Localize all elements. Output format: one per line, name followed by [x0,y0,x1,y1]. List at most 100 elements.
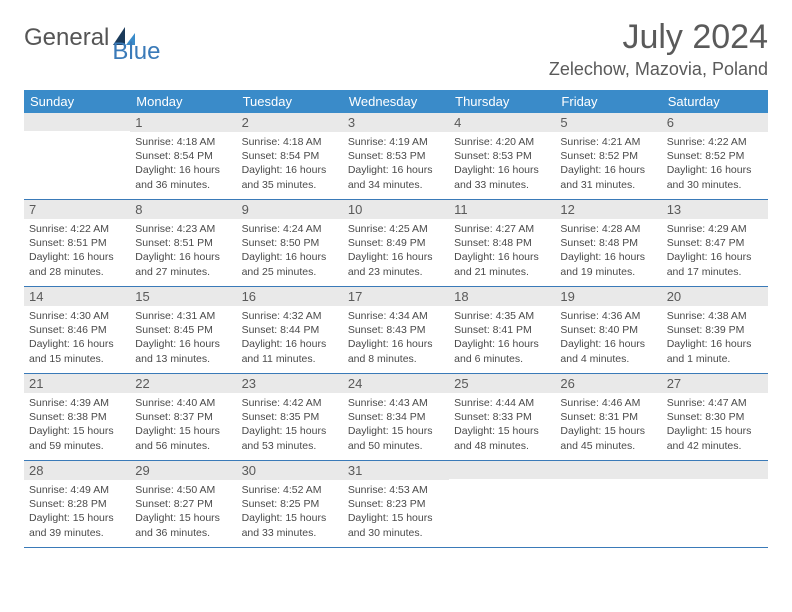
day-cell: 29Sunrise: 4:50 AMSunset: 8:27 PMDayligh… [130,461,236,547]
sunset-text: Sunset: 8:30 PM [667,410,763,424]
daylight-text: Daylight: 16 hours and 31 minutes. [560,163,656,191]
dayhead-saturday: Saturday [662,90,768,113]
day-content: Sunrise: 4:19 AMSunset: 8:53 PMDaylight:… [343,132,449,197]
daylight-text: Daylight: 16 hours and 4 minutes. [560,337,656,365]
day-cell: 25Sunrise: 4:44 AMSunset: 8:33 PMDayligh… [449,374,555,460]
day-content: Sunrise: 4:22 AMSunset: 8:52 PMDaylight:… [662,132,768,197]
day-content [662,479,768,487]
day-content: Sunrise: 4:44 AMSunset: 8:33 PMDaylight:… [449,393,555,458]
day-content: Sunrise: 4:36 AMSunset: 8:40 PMDaylight:… [555,306,661,371]
day-content: Sunrise: 4:18 AMSunset: 8:54 PMDaylight:… [130,132,236,197]
sunset-text: Sunset: 8:53 PM [348,149,444,163]
sunset-text: Sunset: 8:33 PM [454,410,550,424]
day-number: 15 [130,287,236,306]
sunrise-text: Sunrise: 4:42 AM [242,396,338,410]
sunset-text: Sunset: 8:28 PM [29,497,125,511]
daylight-text: Daylight: 15 hours and 30 minutes. [348,511,444,539]
day-content: Sunrise: 4:50 AMSunset: 8:27 PMDaylight:… [130,480,236,545]
day-content [449,479,555,487]
daylight-text: Daylight: 16 hours and 15 minutes. [29,337,125,365]
day-number: 25 [449,374,555,393]
daylight-text: Daylight: 16 hours and 23 minutes. [348,250,444,278]
day-number: 27 [662,374,768,393]
day-content [555,479,661,487]
daylight-text: Daylight: 16 hours and 28 minutes. [29,250,125,278]
daylight-text: Daylight: 16 hours and 27 minutes. [135,250,231,278]
calendar: Sunday Monday Tuesday Wednesday Thursday… [24,90,768,548]
daylight-text: Daylight: 16 hours and 8 minutes. [348,337,444,365]
day-cell: 3Sunrise: 4:19 AMSunset: 8:53 PMDaylight… [343,113,449,199]
daylight-text: Daylight: 16 hours and 11 minutes. [242,337,338,365]
daylight-text: Daylight: 15 hours and 36 minutes. [135,511,231,539]
day-cell: 19Sunrise: 4:36 AMSunset: 8:40 PMDayligh… [555,287,661,373]
daylight-text: Daylight: 16 hours and 21 minutes. [454,250,550,278]
day-cell: 21Sunrise: 4:39 AMSunset: 8:38 PMDayligh… [24,374,130,460]
sunset-text: Sunset: 8:23 PM [348,497,444,511]
day-cell: 27Sunrise: 4:47 AMSunset: 8:30 PMDayligh… [662,374,768,460]
daylight-text: Daylight: 16 hours and 30 minutes. [667,163,763,191]
sunset-text: Sunset: 8:27 PM [135,497,231,511]
day-cell: 31Sunrise: 4:53 AMSunset: 8:23 PMDayligh… [343,461,449,547]
day-cell: 15Sunrise: 4:31 AMSunset: 8:45 PMDayligh… [130,287,236,373]
sunrise-text: Sunrise: 4:53 AM [348,483,444,497]
sunrise-text: Sunrise: 4:44 AM [454,396,550,410]
sunset-text: Sunset: 8:47 PM [667,236,763,250]
day-content: Sunrise: 4:24 AMSunset: 8:50 PMDaylight:… [237,219,343,284]
day-cell: 4Sunrise: 4:20 AMSunset: 8:53 PMDaylight… [449,113,555,199]
day-number: 4 [449,113,555,132]
day-content: Sunrise: 4:34 AMSunset: 8:43 PMDaylight:… [343,306,449,371]
sunrise-text: Sunrise: 4:52 AM [242,483,338,497]
logo: General Blue [24,24,186,52]
sunset-text: Sunset: 8:45 PM [135,323,231,337]
sunset-text: Sunset: 8:46 PM [29,323,125,337]
daylight-text: Daylight: 16 hours and 34 minutes. [348,163,444,191]
sunset-text: Sunset: 8:35 PM [242,410,338,424]
sunset-text: Sunset: 8:43 PM [348,323,444,337]
day-number: 7 [24,200,130,219]
day-header-row: Sunday Monday Tuesday Wednesday Thursday… [24,90,768,113]
sunset-text: Sunset: 8:54 PM [242,149,338,163]
sunset-text: Sunset: 8:48 PM [560,236,656,250]
day-cell: 10Sunrise: 4:25 AMSunset: 8:49 PMDayligh… [343,200,449,286]
sunset-text: Sunset: 8:52 PM [667,149,763,163]
day-cell: 16Sunrise: 4:32 AMSunset: 8:44 PMDayligh… [237,287,343,373]
day-content: Sunrise: 4:47 AMSunset: 8:30 PMDaylight:… [662,393,768,458]
sunrise-text: Sunrise: 4:49 AM [29,483,125,497]
sunset-text: Sunset: 8:31 PM [560,410,656,424]
day-content: Sunrise: 4:32 AMSunset: 8:44 PMDaylight:… [237,306,343,371]
day-content: Sunrise: 4:23 AMSunset: 8:51 PMDaylight:… [130,219,236,284]
sunrise-text: Sunrise: 4:30 AM [29,309,125,323]
day-number: 1 [130,113,236,132]
sunset-text: Sunset: 8:25 PM [242,497,338,511]
sunrise-text: Sunrise: 4:23 AM [135,222,231,236]
logo-text-blue: Blue [112,38,160,66]
sunset-text: Sunset: 8:52 PM [560,149,656,163]
day-number: 11 [449,200,555,219]
daylight-text: Daylight: 16 hours and 36 minutes. [135,163,231,191]
day-number: 26 [555,374,661,393]
day-number [662,461,768,479]
day-number: 16 [237,287,343,306]
sunset-text: Sunset: 8:37 PM [135,410,231,424]
day-cell: 12Sunrise: 4:28 AMSunset: 8:48 PMDayligh… [555,200,661,286]
day-cell: 14Sunrise: 4:30 AMSunset: 8:46 PMDayligh… [24,287,130,373]
day-cell: 2Sunrise: 4:18 AMSunset: 8:54 PMDaylight… [237,113,343,199]
month-title: July 2024 [549,18,768,57]
sunrise-text: Sunrise: 4:27 AM [454,222,550,236]
sunset-text: Sunset: 8:44 PM [242,323,338,337]
day-number: 12 [555,200,661,219]
day-number: 9 [237,200,343,219]
sunrise-text: Sunrise: 4:36 AM [560,309,656,323]
weeks-container: 1Sunrise: 4:18 AMSunset: 8:54 PMDaylight… [24,113,768,548]
day-cell: 20Sunrise: 4:38 AMSunset: 8:39 PMDayligh… [662,287,768,373]
daylight-text: Daylight: 15 hours and 42 minutes. [667,424,763,452]
day-content: Sunrise: 4:39 AMSunset: 8:38 PMDaylight:… [24,393,130,458]
location-subtitle: Zelechow, Mazovia, Poland [549,59,768,80]
sunset-text: Sunset: 8:34 PM [348,410,444,424]
day-cell: 13Sunrise: 4:29 AMSunset: 8:47 PMDayligh… [662,200,768,286]
day-cell: 5Sunrise: 4:21 AMSunset: 8:52 PMDaylight… [555,113,661,199]
sunrise-text: Sunrise: 4:22 AM [29,222,125,236]
sunset-text: Sunset: 8:51 PM [29,236,125,250]
week-row: 14Sunrise: 4:30 AMSunset: 8:46 PMDayligh… [24,287,768,374]
day-content: Sunrise: 4:53 AMSunset: 8:23 PMDaylight:… [343,480,449,545]
